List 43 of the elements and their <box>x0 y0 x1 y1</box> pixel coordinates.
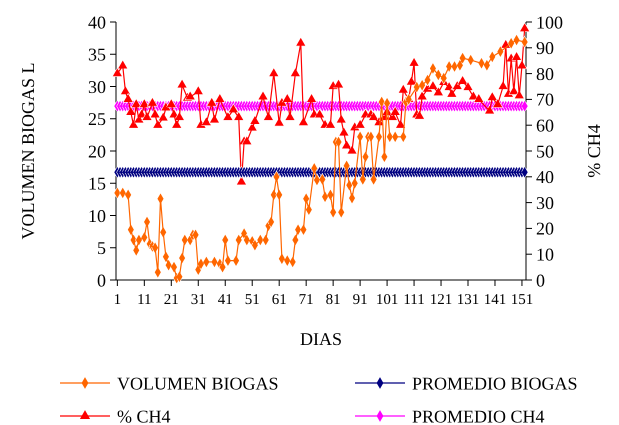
y2-tick-label: 0 <box>536 270 545 290</box>
y-tick-label: 35 <box>88 44 106 65</box>
y2-tick-label: 60 <box>536 116 554 136</box>
x-tick-label: 131 <box>456 292 480 308</box>
y-tick-label: 5 <box>97 238 106 258</box>
y-tick-label: 40 <box>88 12 106 32</box>
x-tick-label: 51 <box>244 292 260 308</box>
x-tick-label: 151 <box>510 292 534 308</box>
y-axis-title: VOLUMEN BIOGAS L <box>18 62 38 240</box>
x-tick-label: 21 <box>164 292 179 308</box>
x-tick-label: 31 <box>190 292 206 308</box>
x-tick-label: 61 <box>272 292 287 308</box>
x-tick-label: 11 <box>137 292 152 308</box>
y2-tick-label: 80 <box>536 64 554 84</box>
y2-tick-label: 10 <box>536 244 554 264</box>
legend-label: PROMEDIO CH4 <box>412 406 545 425</box>
y-tick-label: 30 <box>88 76 106 97</box>
y-tick-label: 10 <box>88 206 106 226</box>
y2-tick-label: 40 <box>536 167 554 188</box>
y-tick-label: 20 <box>88 141 106 162</box>
x-tick-label: 121 <box>430 292 452 308</box>
y2-tick-label: 30 <box>536 192 554 213</box>
y2-tick-label: 70 <box>536 90 554 110</box>
legend-label: PROMEDIO BIOGAS <box>412 373 578 394</box>
y2-tick-label: 90 <box>536 38 554 58</box>
y2-axis-title: % CH4 <box>584 124 604 178</box>
x-tick-label: 81 <box>326 292 341 308</box>
y2-tick-label: 100 <box>536 12 563 32</box>
x-tick-label: 101 <box>376 292 398 308</box>
x-tick-label: 1 <box>114 292 122 308</box>
y-tick-label: 25 <box>88 109 106 130</box>
legend-label: % CH4 <box>117 406 170 425</box>
y-tick-label: 15 <box>88 174 106 194</box>
x-tick-label: 41 <box>218 292 233 308</box>
x-tick-label: 141 <box>484 292 506 308</box>
x-axis-title: DIAS <box>300 329 342 349</box>
x-tick-label: 91 <box>352 292 368 308</box>
y-tick-label: 0 <box>97 270 106 290</box>
x-tick-label: 71 <box>298 292 314 308</box>
y2-tick-label: 50 <box>536 141 554 162</box>
x-tick-label: 111 <box>403 292 425 308</box>
y2-tick-label: 20 <box>536 218 554 239</box>
legend-label: VOLUMEN BIOGAS <box>117 373 278 394</box>
